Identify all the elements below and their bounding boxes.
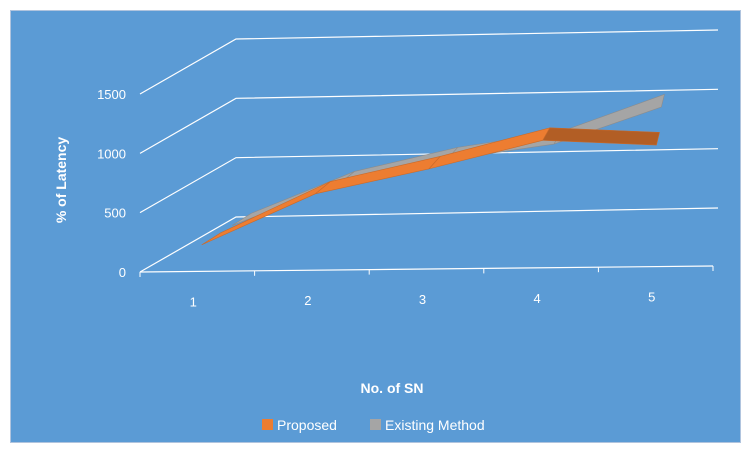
- chart-frame: [10, 10, 741, 443]
- y-tick-label: 500: [104, 206, 126, 221]
- series-proposed: [201, 127, 660, 246]
- legend-swatch-proposed: [262, 419, 273, 430]
- series-layer: [201, 93, 665, 246]
- floor-back-edge: [139, 207, 719, 273]
- x-tick-label: 3: [419, 292, 426, 307]
- legend-label-existing-method: Existing Method: [385, 417, 485, 433]
- x-axis-ticks: 1 2 3 4 5: [190, 290, 656, 310]
- chart-background: [11, 11, 740, 442]
- y-axis-title: % of Latency: [53, 137, 69, 224]
- x-axis-line: [139, 265, 714, 273]
- series-segment: [542, 127, 660, 146]
- x-tick-label: 5: [648, 290, 655, 305]
- gridline: [139, 88, 719, 154]
- legend: Proposed Existing Method: [262, 417, 485, 433]
- x-tick-label: 4: [533, 291, 540, 306]
- x-tick-label: 1: [190, 294, 197, 309]
- x-tick-label: 2: [304, 293, 311, 308]
- gridline: [139, 148, 719, 214]
- legend-swatch-existing-method: [370, 419, 381, 430]
- y-axis-ticks: 0 500 1000 1500: [97, 87, 126, 280]
- grid-layer: [139, 29, 719, 214]
- floor-axis: [139, 207, 719, 277]
- gridline: [139, 29, 719, 95]
- x-axis-title: No. of SN: [361, 380, 424, 396]
- y-tick-label: 1000: [97, 146, 126, 161]
- y-tick-label: 0: [119, 265, 126, 280]
- legend-label-proposed: Proposed: [277, 417, 337, 433]
- y-tick-label: 1500: [97, 87, 126, 102]
